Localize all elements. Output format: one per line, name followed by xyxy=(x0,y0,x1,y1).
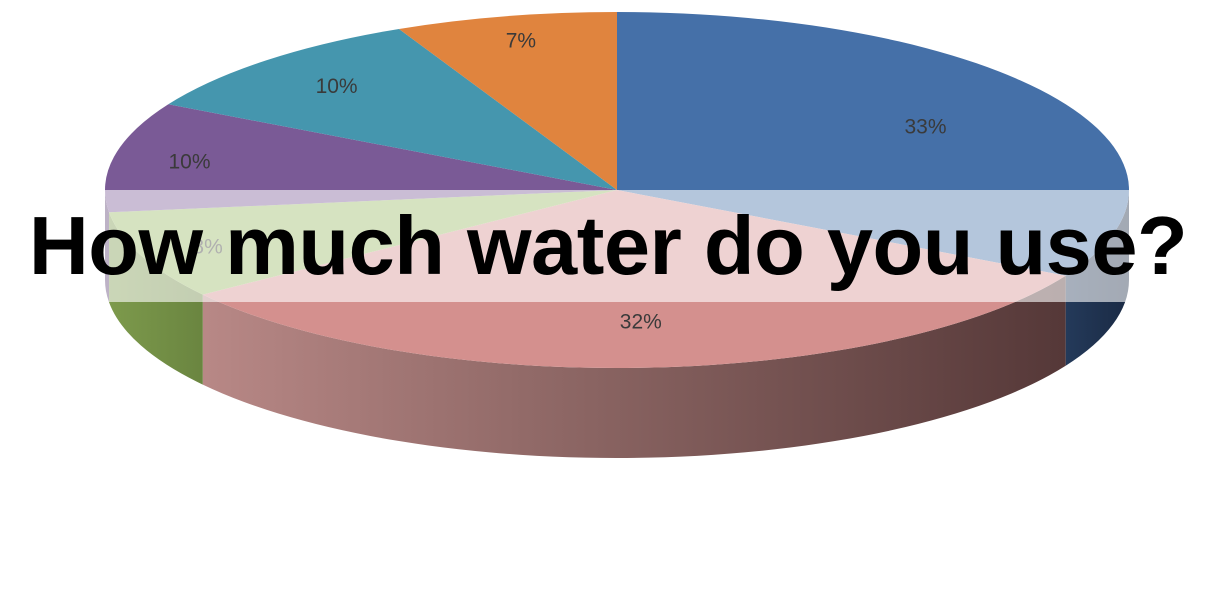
pie-slice-4 xyxy=(105,104,617,213)
pie-slice-6 xyxy=(399,12,617,190)
pie-slice-5 xyxy=(168,28,617,191)
slice-label-5: 10% xyxy=(316,75,358,98)
slice-label-6: 7% xyxy=(506,30,536,53)
title-band xyxy=(0,190,1216,302)
slice-label-2: 32% xyxy=(620,311,662,334)
slice-label-1: 33% xyxy=(904,116,946,139)
slice-label-4: 10% xyxy=(168,151,210,174)
chart-title: How much water do you use? xyxy=(28,199,1188,292)
pie-slice-side-2 xyxy=(202,275,1066,459)
